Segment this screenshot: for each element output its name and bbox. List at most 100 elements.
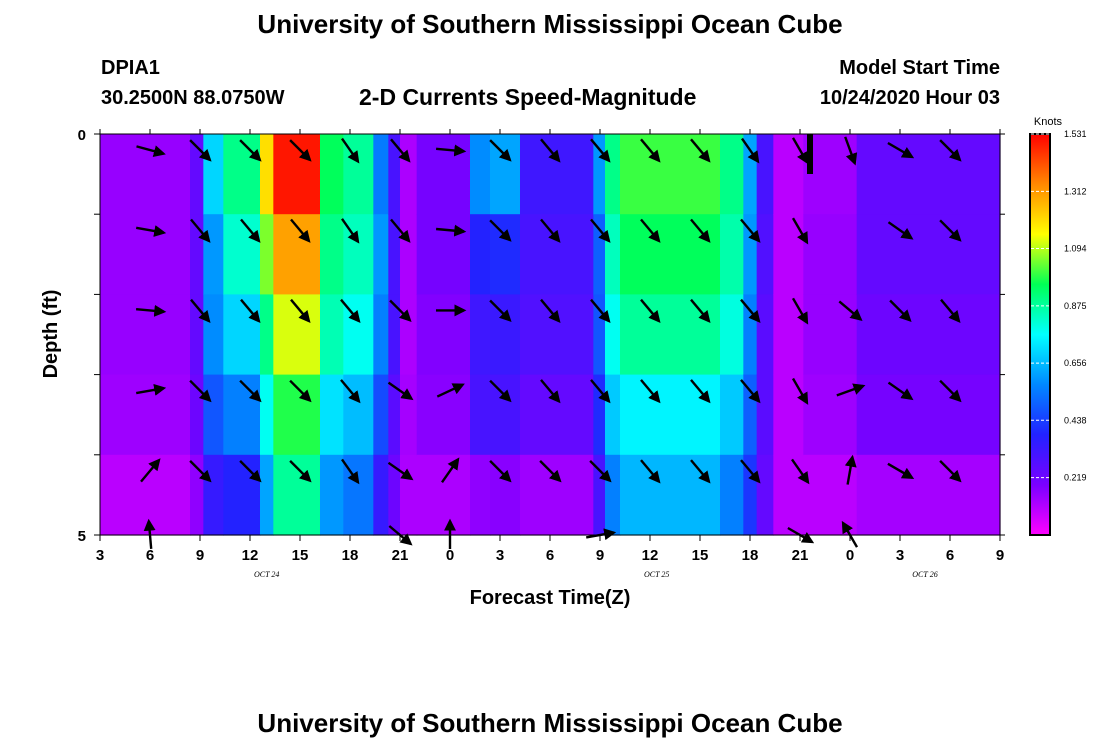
current-vector	[190, 218, 211, 243]
heatmap-cell	[756, 214, 774, 295]
current-vector	[640, 379, 661, 404]
heatmap-cell	[490, 294, 521, 376]
heatmap-cell	[400, 294, 418, 376]
current-vector	[387, 461, 414, 481]
heatmap-cell	[260, 294, 274, 376]
x-tick-label: 12	[642, 547, 659, 564]
heatmap-cell	[320, 374, 344, 456]
heatmap-cell	[490, 214, 521, 295]
heatmap-cell	[416, 294, 471, 376]
heatmap-cell	[260, 374, 274, 456]
chart-subtitle: 2-D Currents Speed-Magnitude	[359, 84, 697, 110]
current-vector	[389, 299, 412, 322]
heatmap-cell	[720, 214, 744, 295]
y-axis: 05	[78, 127, 1005, 545]
heatmap-cell	[100, 214, 191, 295]
y-tick-label: 0	[78, 127, 86, 144]
heatmap-cell	[223, 294, 261, 376]
x-axis-label: Forecast Time(Z)	[470, 587, 631, 609]
model-start-value: 10/24/2020 Hour 03	[819, 87, 1000, 109]
x-tick-label: 0	[446, 547, 454, 564]
current-vector	[340, 379, 361, 404]
current-vector	[844, 454, 857, 485]
current-vector	[740, 459, 761, 484]
colorbar-tick-label: 0.219	[1064, 473, 1087, 483]
date-label: OCT 26	[912, 570, 937, 579]
colorbar-tick-label: 0.656	[1064, 358, 1087, 368]
heatmap-cell	[416, 454, 471, 536]
current-vector	[740, 218, 761, 243]
x-tick-label: 3	[96, 547, 104, 564]
current-vector	[539, 460, 562, 483]
heatmap-cell	[100, 374, 191, 456]
current-vector	[540, 218, 561, 243]
current-vector	[136, 145, 166, 157]
y-tick-label: 5	[78, 528, 86, 545]
current-vector	[590, 218, 611, 243]
current-vector	[489, 139, 512, 162]
heatmap-cell	[416, 374, 471, 456]
x-tick-label: 12	[242, 547, 259, 564]
heatmap-cell	[773, 374, 804, 456]
current-vector	[690, 218, 711, 243]
date-label: OCT 24	[254, 570, 279, 579]
current-vector	[540, 138, 561, 163]
heatmap-cell	[605, 134, 621, 215]
current-vector	[340, 298, 361, 324]
current-vector	[836, 383, 866, 397]
heatmap-cell	[373, 134, 389, 215]
heatmap-cell	[203, 374, 224, 456]
heatmap-cell	[520, 214, 594, 295]
x-tick-label: 9	[596, 547, 604, 564]
current-vector	[791, 297, 809, 325]
heatmap-cell	[470, 374, 491, 456]
current-vector	[640, 138, 661, 163]
current-vector	[290, 218, 311, 243]
current-vector	[940, 298, 961, 324]
heatmap-cell	[260, 134, 274, 215]
heatmap-cell	[720, 374, 744, 456]
heatmap-cell	[720, 134, 744, 215]
heatmap-cell	[203, 454, 224, 536]
x-tick-label: 9	[196, 547, 204, 564]
heatmap-cells	[100, 134, 1001, 536]
current-vector	[540, 379, 561, 404]
current-vector	[489, 379, 512, 403]
heatmap-cell	[773, 294, 804, 376]
heatmap-cell	[416, 214, 471, 295]
x-tick-label: 21	[792, 547, 809, 564]
current-vector	[844, 136, 858, 166]
current-vector	[887, 381, 914, 401]
current-vector	[289, 379, 312, 403]
current-vector	[436, 383, 465, 398]
heatmap-cell	[260, 454, 274, 536]
current-vector	[838, 300, 863, 321]
current-vector	[791, 137, 809, 165]
current-vector	[435, 144, 467, 157]
heatmap-cell	[373, 454, 389, 536]
current-vector	[189, 460, 212, 483]
heatmap-cell	[803, 454, 858, 536]
heatmap-cell	[743, 134, 758, 215]
heatmap-cell	[470, 454, 491, 536]
x-tick-label: 21	[392, 547, 409, 564]
current-vector	[341, 137, 360, 164]
heatmap-cell	[803, 294, 858, 376]
heatmap-cell	[773, 214, 804, 295]
heatmap-cell	[373, 374, 389, 456]
x-tick-label: 15	[292, 547, 309, 564]
heatmap-cell	[223, 214, 261, 295]
heatmap-cell	[373, 294, 389, 376]
current-vector	[489, 219, 512, 242]
heatmap-cell	[605, 294, 621, 376]
heatmap-cell	[856, 454, 1001, 536]
current-vector	[590, 379, 611, 404]
current-vector	[590, 138, 611, 163]
date-label: OCT 25	[644, 570, 669, 579]
current-vector	[489, 460, 512, 483]
x-tick-label: 18	[342, 547, 359, 564]
heatmap-cell	[203, 134, 224, 215]
current-vector	[791, 458, 810, 485]
current-vector	[240, 218, 261, 243]
heatmap-cell	[773, 454, 804, 536]
